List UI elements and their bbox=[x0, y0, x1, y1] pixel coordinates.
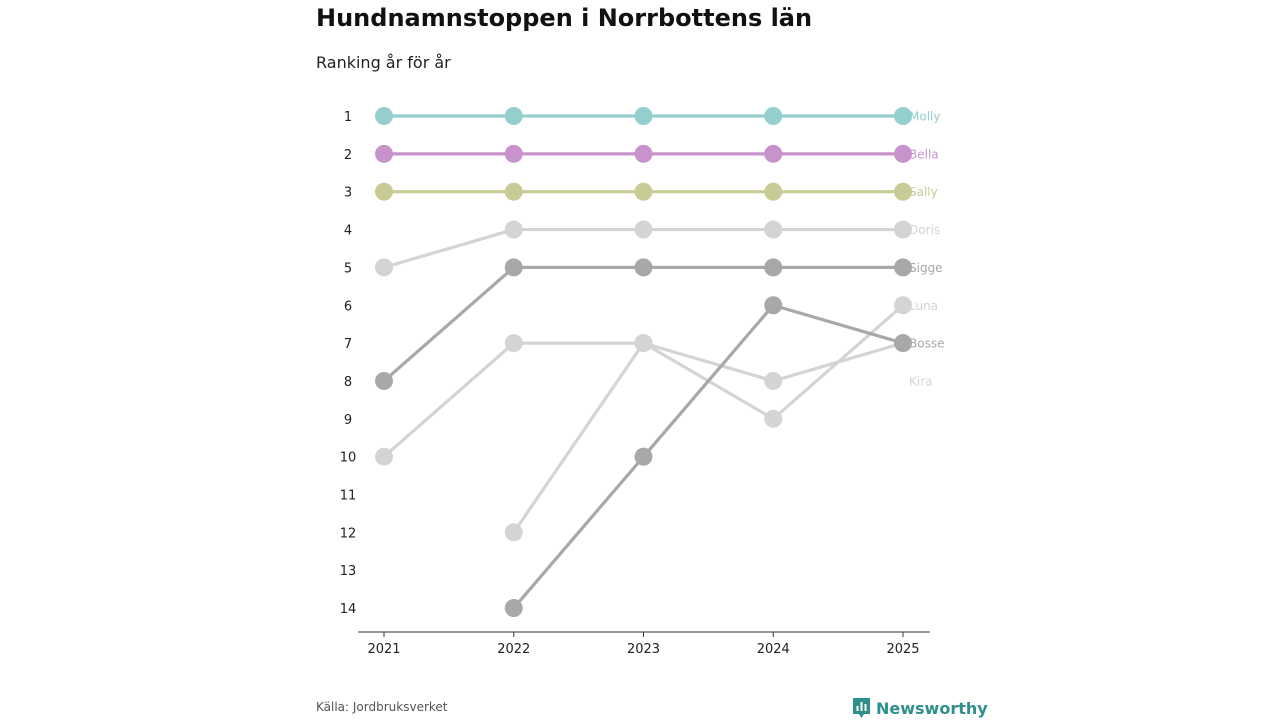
series-doris: Doris bbox=[375, 220, 940, 277]
series-label: Doris bbox=[909, 223, 940, 237]
y-tick-label: 11 bbox=[340, 489, 357, 504]
data-point bbox=[375, 182, 393, 201]
y-tick-label: 7 bbox=[344, 337, 352, 352]
series-label: Luna bbox=[909, 299, 938, 313]
data-point bbox=[764, 409, 783, 428]
data-point bbox=[504, 182, 523, 201]
series-bosse: Bosse bbox=[504, 296, 944, 618]
data-point bbox=[634, 220, 653, 239]
chart-subtitle: Ranking år för år bbox=[316, 53, 451, 72]
series-label: Sigge bbox=[909, 261, 943, 275]
data-point bbox=[894, 107, 912, 125]
y-tick-label: 13 bbox=[340, 564, 357, 579]
x-tick-label: 2025 bbox=[886, 642, 919, 657]
y-tick-label: 12 bbox=[340, 526, 357, 541]
y-tick-label: 5 bbox=[344, 261, 352, 276]
y-tick-label: 9 bbox=[344, 413, 352, 428]
chart-title: Hundnamnstoppen i Norrbottens län bbox=[316, 4, 813, 32]
data-point bbox=[634, 182, 653, 201]
bar-chart-badge-icon bbox=[853, 698, 870, 718]
data-point bbox=[894, 182, 912, 201]
data-point bbox=[504, 107, 523, 125]
data-point bbox=[764, 371, 783, 390]
data-point bbox=[634, 144, 653, 163]
y-tick-label: 14 bbox=[340, 602, 357, 617]
series-label: Sally bbox=[909, 185, 938, 199]
brand-name: Newsworthy bbox=[876, 698, 988, 718]
data-point bbox=[764, 258, 783, 277]
y-tick-label: 10 bbox=[340, 451, 357, 466]
data-point bbox=[894, 258, 912, 277]
data-point bbox=[375, 258, 393, 277]
y-tick-label: 6 bbox=[344, 299, 352, 314]
series-molly: Molly bbox=[375, 107, 940, 125]
data-point bbox=[504, 334, 523, 353]
series-sigge: Sigge bbox=[375, 258, 943, 390]
data-point bbox=[634, 258, 653, 277]
series-luna: Luna bbox=[504, 296, 938, 542]
data-point bbox=[634, 447, 653, 466]
data-point bbox=[764, 220, 783, 239]
x-tick-label: 2021 bbox=[367, 642, 400, 657]
data-point bbox=[764, 107, 783, 125]
series-label: Bella bbox=[909, 147, 939, 161]
series-line bbox=[382, 341, 905, 459]
y-tick-label: 8 bbox=[344, 375, 352, 390]
data-point bbox=[375, 371, 393, 390]
data-point bbox=[375, 447, 393, 466]
data-point bbox=[894, 220, 912, 239]
series-line bbox=[382, 265, 905, 383]
data-point bbox=[375, 107, 393, 125]
y-tick-label: 4 bbox=[344, 224, 352, 239]
data-point bbox=[764, 296, 783, 315]
data-point bbox=[504, 220, 523, 239]
data-point bbox=[504, 144, 523, 163]
data-point bbox=[504, 523, 523, 542]
series-label: Bosse bbox=[909, 337, 944, 351]
series-line bbox=[512, 303, 905, 534]
series-label: Molly bbox=[909, 110, 940, 124]
series-sally: Sally bbox=[375, 182, 938, 201]
brand-logo: Newsworthy bbox=[852, 697, 988, 719]
data-point bbox=[894, 334, 912, 353]
x-tick-label: 2024 bbox=[757, 642, 790, 657]
x-tick-label: 2023 bbox=[627, 642, 660, 657]
y-tick-label: 1 bbox=[344, 110, 352, 125]
data-point bbox=[375, 144, 393, 163]
source-note: Källa: Jordbruksverket bbox=[316, 700, 448, 714]
x-tick-label: 2022 bbox=[497, 642, 530, 657]
series-bella: Bella bbox=[375, 144, 939, 163]
data-point bbox=[894, 144, 912, 163]
series-label: Kira bbox=[909, 374, 933, 388]
data-point bbox=[634, 107, 653, 125]
data-point bbox=[894, 296, 912, 315]
series-line bbox=[512, 303, 905, 610]
data-point bbox=[504, 258, 523, 277]
y-tick-label: 2 bbox=[344, 148, 352, 163]
data-point bbox=[764, 182, 783, 201]
data-point bbox=[634, 334, 653, 353]
x-axis: 2021 2022 2023 2024 2025 bbox=[358, 631, 930, 657]
data-point bbox=[764, 144, 783, 163]
data-point bbox=[504, 599, 523, 618]
y-tick-label: 3 bbox=[344, 186, 352, 201]
